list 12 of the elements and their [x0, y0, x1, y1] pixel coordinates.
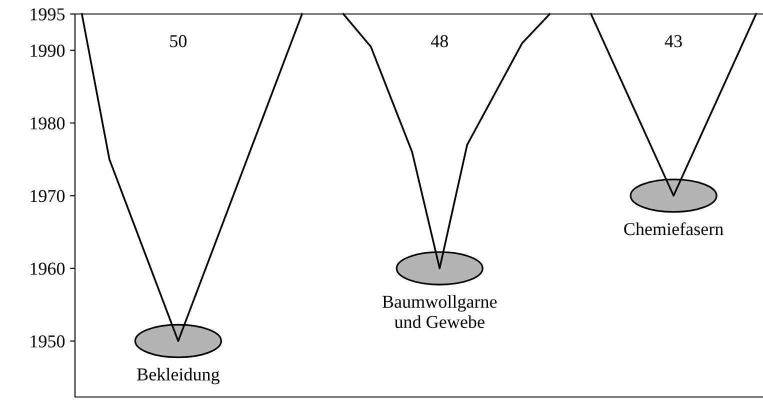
y-tick-label: 1995 — [30, 8, 65, 20]
y-tick-label: 1980 — [30, 117, 65, 130]
annotation: Baumwollgarne und Gewebe — [382, 295, 497, 328]
y-tick-label: 1960 — [30, 262, 65, 275]
annotation: 43 — [664, 35, 682, 48]
y-tick-label: 1970 — [30, 190, 65, 202]
y-tick-label: 1950 — [30, 335, 65, 348]
annotation: 48 — [430, 35, 448, 48]
y-tick-label: 1990 — [30, 44, 65, 57]
annotation: Chemiefasern — [624, 222, 724, 236]
annotation: Bekleidung — [137, 368, 220, 384]
annotation: 50 — [170, 35, 187, 48]
